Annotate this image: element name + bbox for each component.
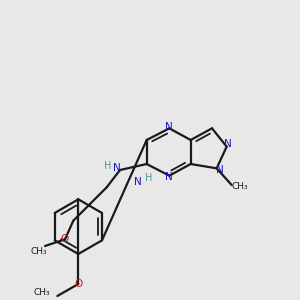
Text: N: N [166,122,173,132]
Text: O: O [74,279,82,289]
Text: H: H [103,161,111,171]
Text: N: N [216,165,224,175]
Text: CH₃: CH₃ [30,248,46,256]
Text: H: H [145,173,152,183]
Text: N: N [113,163,121,173]
Text: O: O [61,234,69,244]
Text: CH₃: CH₃ [33,288,50,297]
Text: N: N [166,172,173,182]
Text: CH₃: CH₃ [232,182,248,191]
Text: N: N [224,139,232,149]
Text: N: N [134,177,142,187]
